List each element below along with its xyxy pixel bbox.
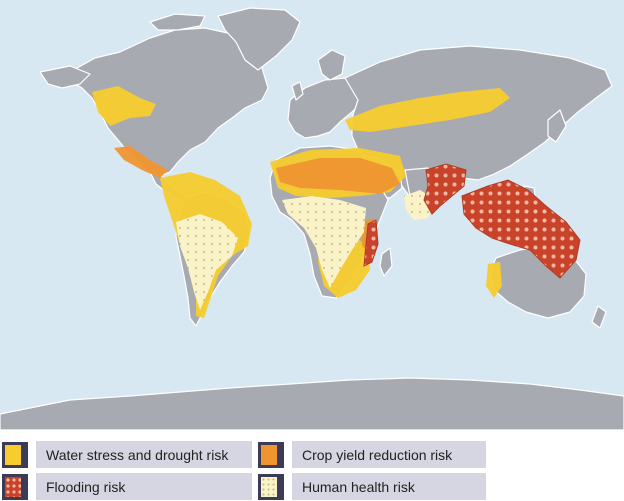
uk xyxy=(291,81,304,101)
arctic-islands xyxy=(149,13,206,31)
legend-label-water-stress: Water stress and drought risk xyxy=(36,441,252,468)
cream-dotted-square-icon xyxy=(258,473,284,500)
zone-water-stress-siberia xyxy=(345,88,510,132)
legend-label-flooding: Flooding risk xyxy=(36,473,252,500)
red-dotted-square-icon xyxy=(2,473,28,500)
zone-water-stress-north-america xyxy=(92,86,156,126)
orange-square-icon xyxy=(258,441,284,468)
greenland xyxy=(217,7,301,71)
scandinavia xyxy=(317,49,346,81)
legend: Water stress and drought risk Crop yield… xyxy=(0,432,624,501)
zone-crop-yield-sahel xyxy=(276,158,400,194)
zone-flood-east-africa-coast xyxy=(363,219,379,267)
japan xyxy=(547,109,567,143)
legend-label-crop-yield: Crop yield reduction risk xyxy=(292,441,486,468)
alaska xyxy=(39,65,91,89)
antarctica xyxy=(0,377,624,430)
zone-health-south-america xyxy=(176,214,238,310)
zone-water-stress-australia xyxy=(486,262,502,298)
flooding-zones xyxy=(363,163,581,279)
new-zealand xyxy=(591,305,607,329)
europe xyxy=(287,77,366,139)
zone-health-africa xyxy=(282,196,366,288)
north-america xyxy=(69,27,269,177)
world-risk-map xyxy=(0,0,624,430)
zone-crop-yield-mexico xyxy=(114,146,168,178)
legend-label-human-health: Human health risk xyxy=(292,473,486,500)
crop-yield-zones xyxy=(114,146,400,254)
legend-item-water-stress: Water stress and drought risk xyxy=(2,440,252,469)
madagascar xyxy=(379,247,393,277)
legend-item-human-health: Human health risk xyxy=(258,472,486,501)
yellow-square-icon xyxy=(2,441,28,468)
zone-flood-south-asia xyxy=(423,163,467,215)
human-health-zones xyxy=(176,190,436,310)
legend-item-crop-yield: Crop yield reduction risk xyxy=(258,440,486,469)
legend-item-flooding: Flooding risk xyxy=(2,472,252,501)
zone-flood-southeast-asia xyxy=(461,179,581,279)
